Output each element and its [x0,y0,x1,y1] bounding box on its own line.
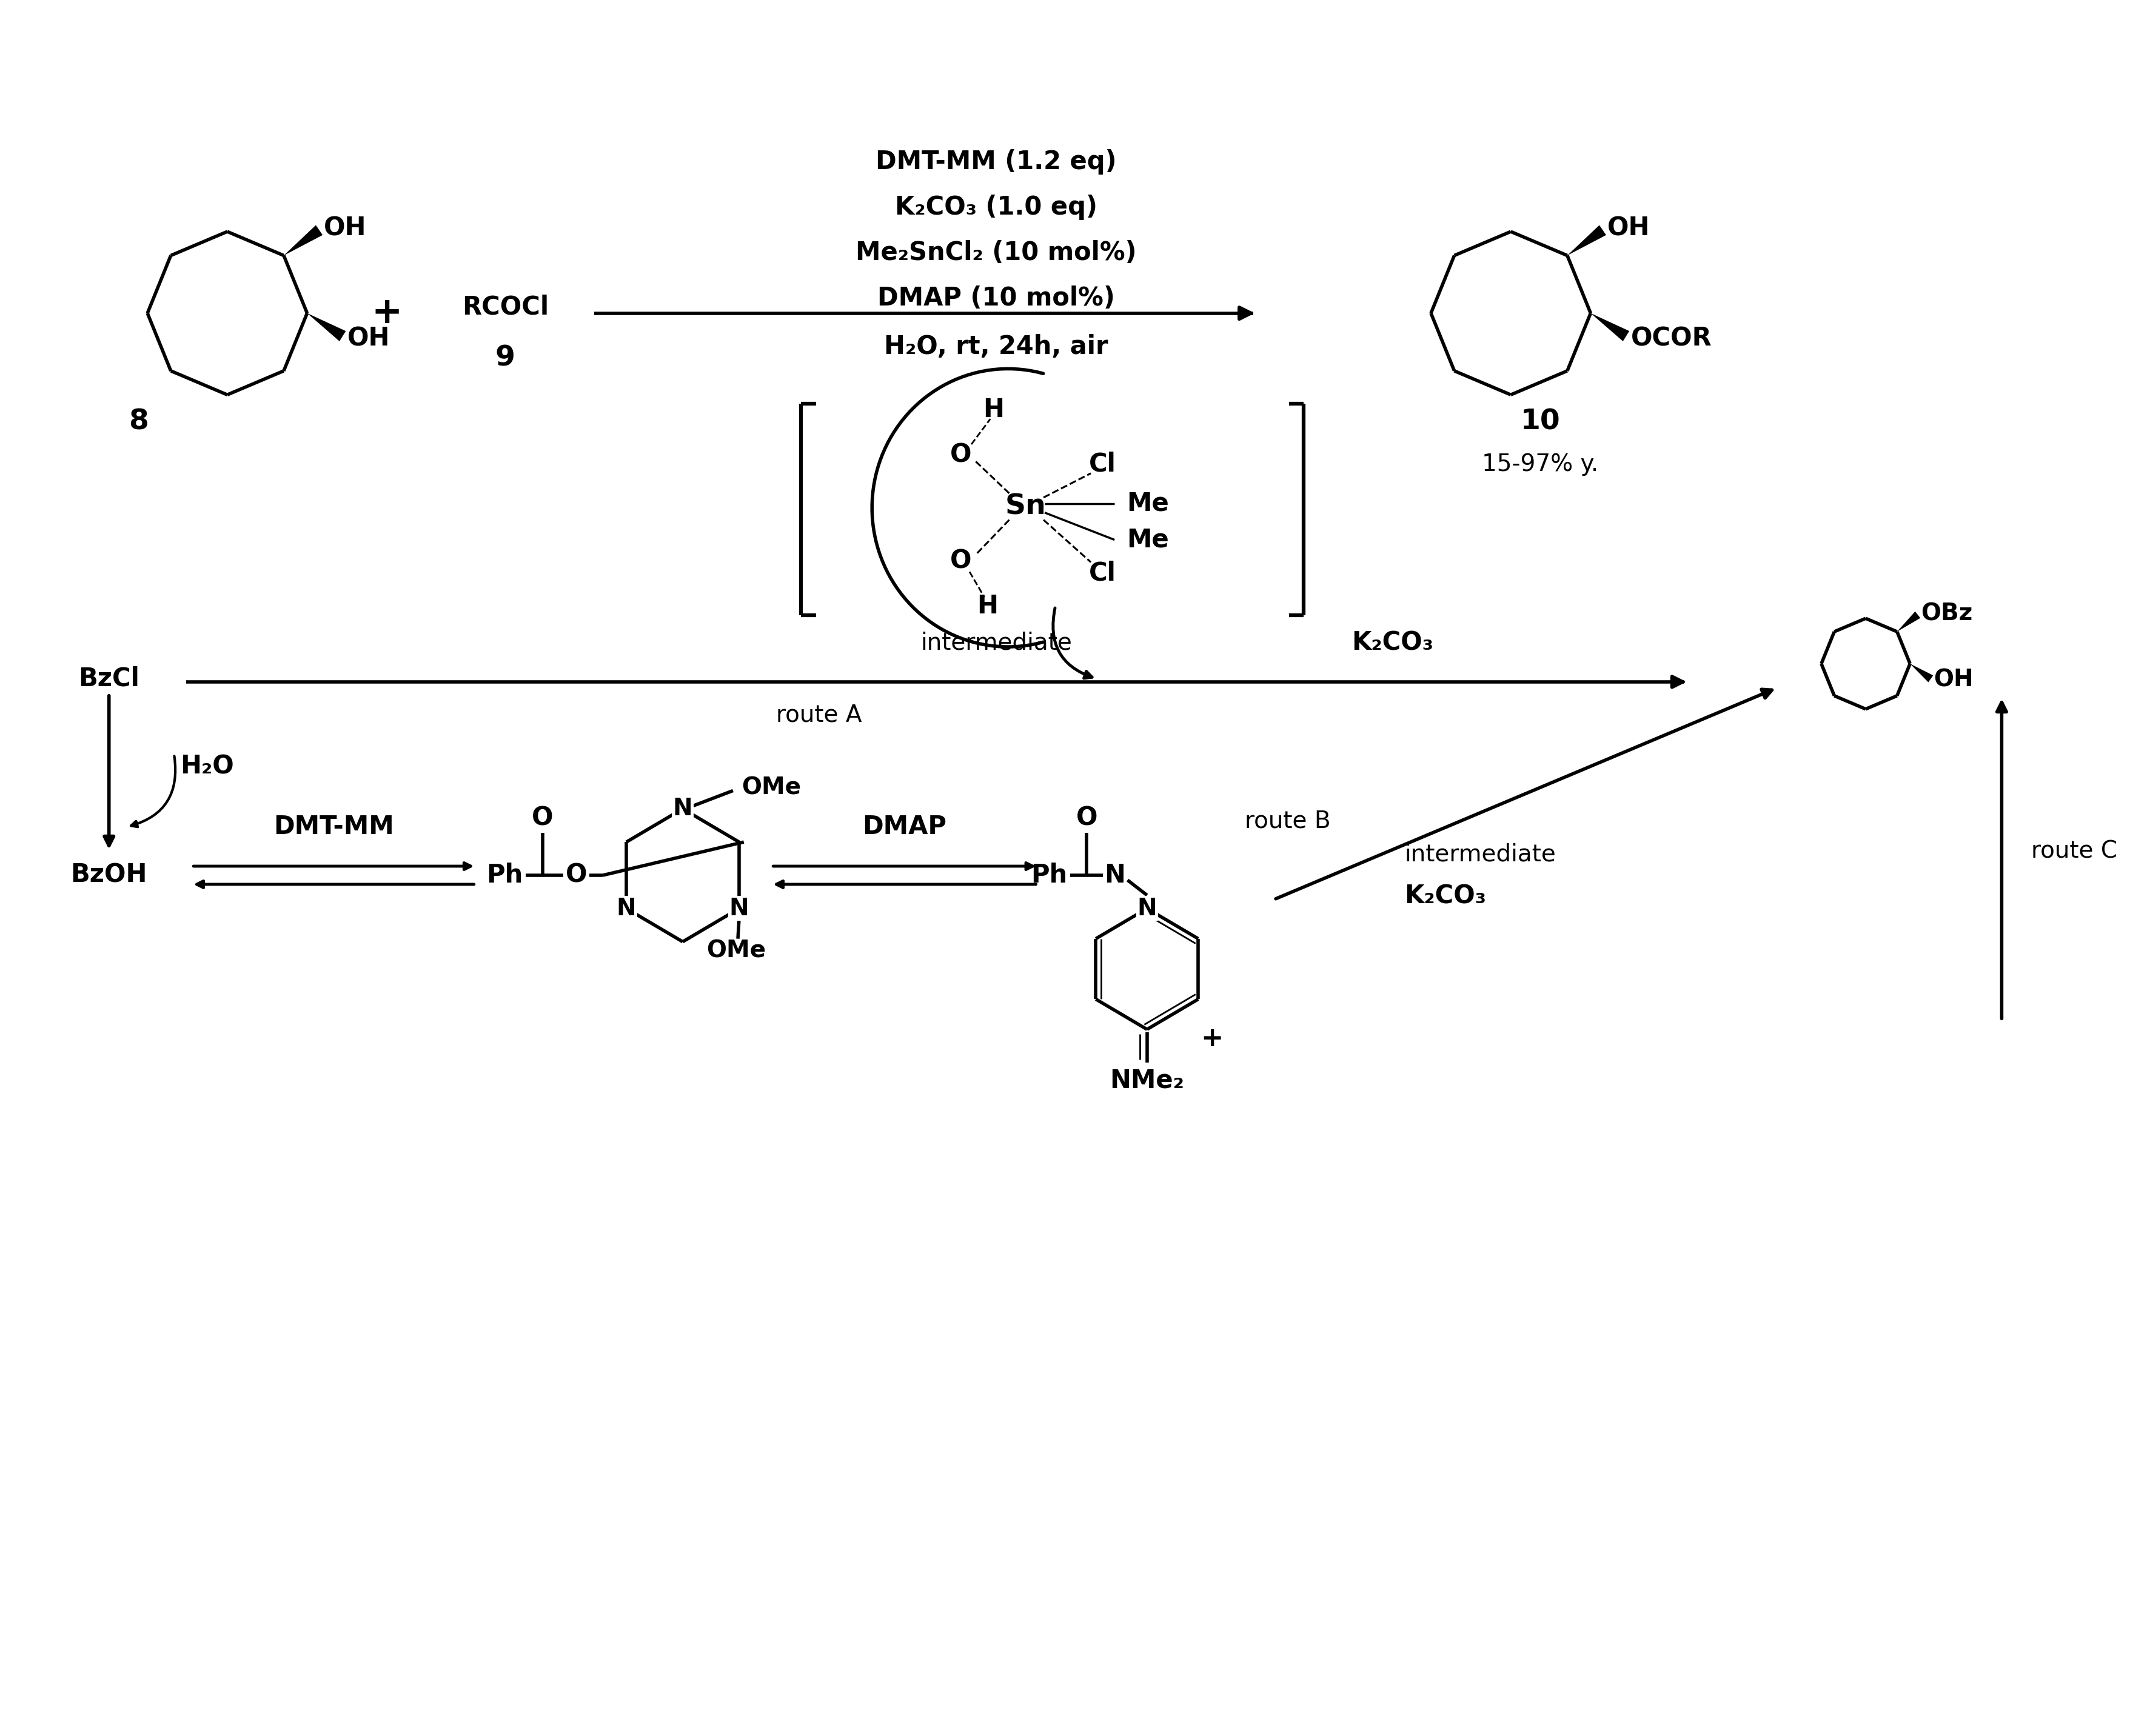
Text: O: O [564,863,588,889]
Text: Sn: Sn [1005,493,1046,521]
Text: DMT-MM: DMT-MM [273,814,394,840]
Text: Me: Me [1127,491,1169,516]
Text: OH: OH [1608,215,1651,241]
Text: DMAP (10 mol%): DMAP (10 mol%) [878,285,1114,311]
Text: OH: OH [1934,668,1975,691]
Text: O: O [1076,806,1097,830]
Text: 15-97% y.: 15-97% y. [1482,453,1600,476]
Polygon shape [307,312,345,342]
Text: route B: route B [1244,809,1331,832]
Text: Cl: Cl [1088,561,1116,585]
Text: 10: 10 [1521,408,1561,436]
Text: OH: OH [347,326,390,351]
Text: H₂O: H₂O [179,753,234,779]
Text: H₂O, rt, 24h, air: H₂O, rt, 24h, air [884,333,1108,359]
Text: route C: route C [2032,840,2117,863]
Text: DMAP: DMAP [863,814,946,840]
Text: Ph: Ph [486,863,524,889]
Text: K₂CO₃: K₂CO₃ [1353,630,1433,654]
Text: OMe: OMe [707,939,767,962]
Text: Cl: Cl [1088,451,1116,477]
Polygon shape [1591,312,1629,342]
Text: N: N [728,898,750,920]
Text: intermediate: intermediate [1404,842,1555,866]
Text: H: H [978,594,999,620]
Text: Me: Me [1127,528,1169,552]
Text: +: + [371,295,403,332]
Polygon shape [1568,226,1606,255]
Text: O: O [532,806,554,830]
Text: K₂CO₃: K₂CO₃ [1404,884,1487,910]
Text: K₂CO₃ (1.0 eq): K₂CO₃ (1.0 eq) [895,194,1097,220]
Text: OCOR: OCOR [1632,326,1713,351]
Text: N: N [1137,898,1157,920]
Polygon shape [1911,663,1934,682]
Text: O: O [950,549,971,573]
Text: BzCl: BzCl [79,667,141,691]
Text: OMe: OMe [741,776,801,799]
Text: 8: 8 [128,408,149,436]
Polygon shape [283,226,322,255]
Text: H: H [982,398,1003,422]
Text: +: + [1201,1026,1223,1052]
Polygon shape [1898,611,1921,632]
Text: N: N [1103,863,1125,889]
Text: Me₂SnCl₂ (10 mol%): Me₂SnCl₂ (10 mol%) [856,240,1137,266]
Text: route A: route A [775,703,863,727]
Text: DMT-MM (1.2 eq): DMT-MM (1.2 eq) [875,149,1116,175]
Text: intermediate: intermediate [920,632,1071,654]
Text: BzOH: BzOH [70,863,147,889]
Text: Ph: Ph [1031,863,1067,889]
Text: N: N [616,898,637,920]
Text: OH: OH [324,215,366,241]
Text: N: N [673,797,692,821]
Text: RCOCl: RCOCl [462,295,550,319]
Text: NMe₂: NMe₂ [1110,1068,1184,1094]
Text: OBz: OBz [1921,602,1972,625]
Text: O: O [950,443,971,469]
Text: 9: 9 [496,345,515,372]
